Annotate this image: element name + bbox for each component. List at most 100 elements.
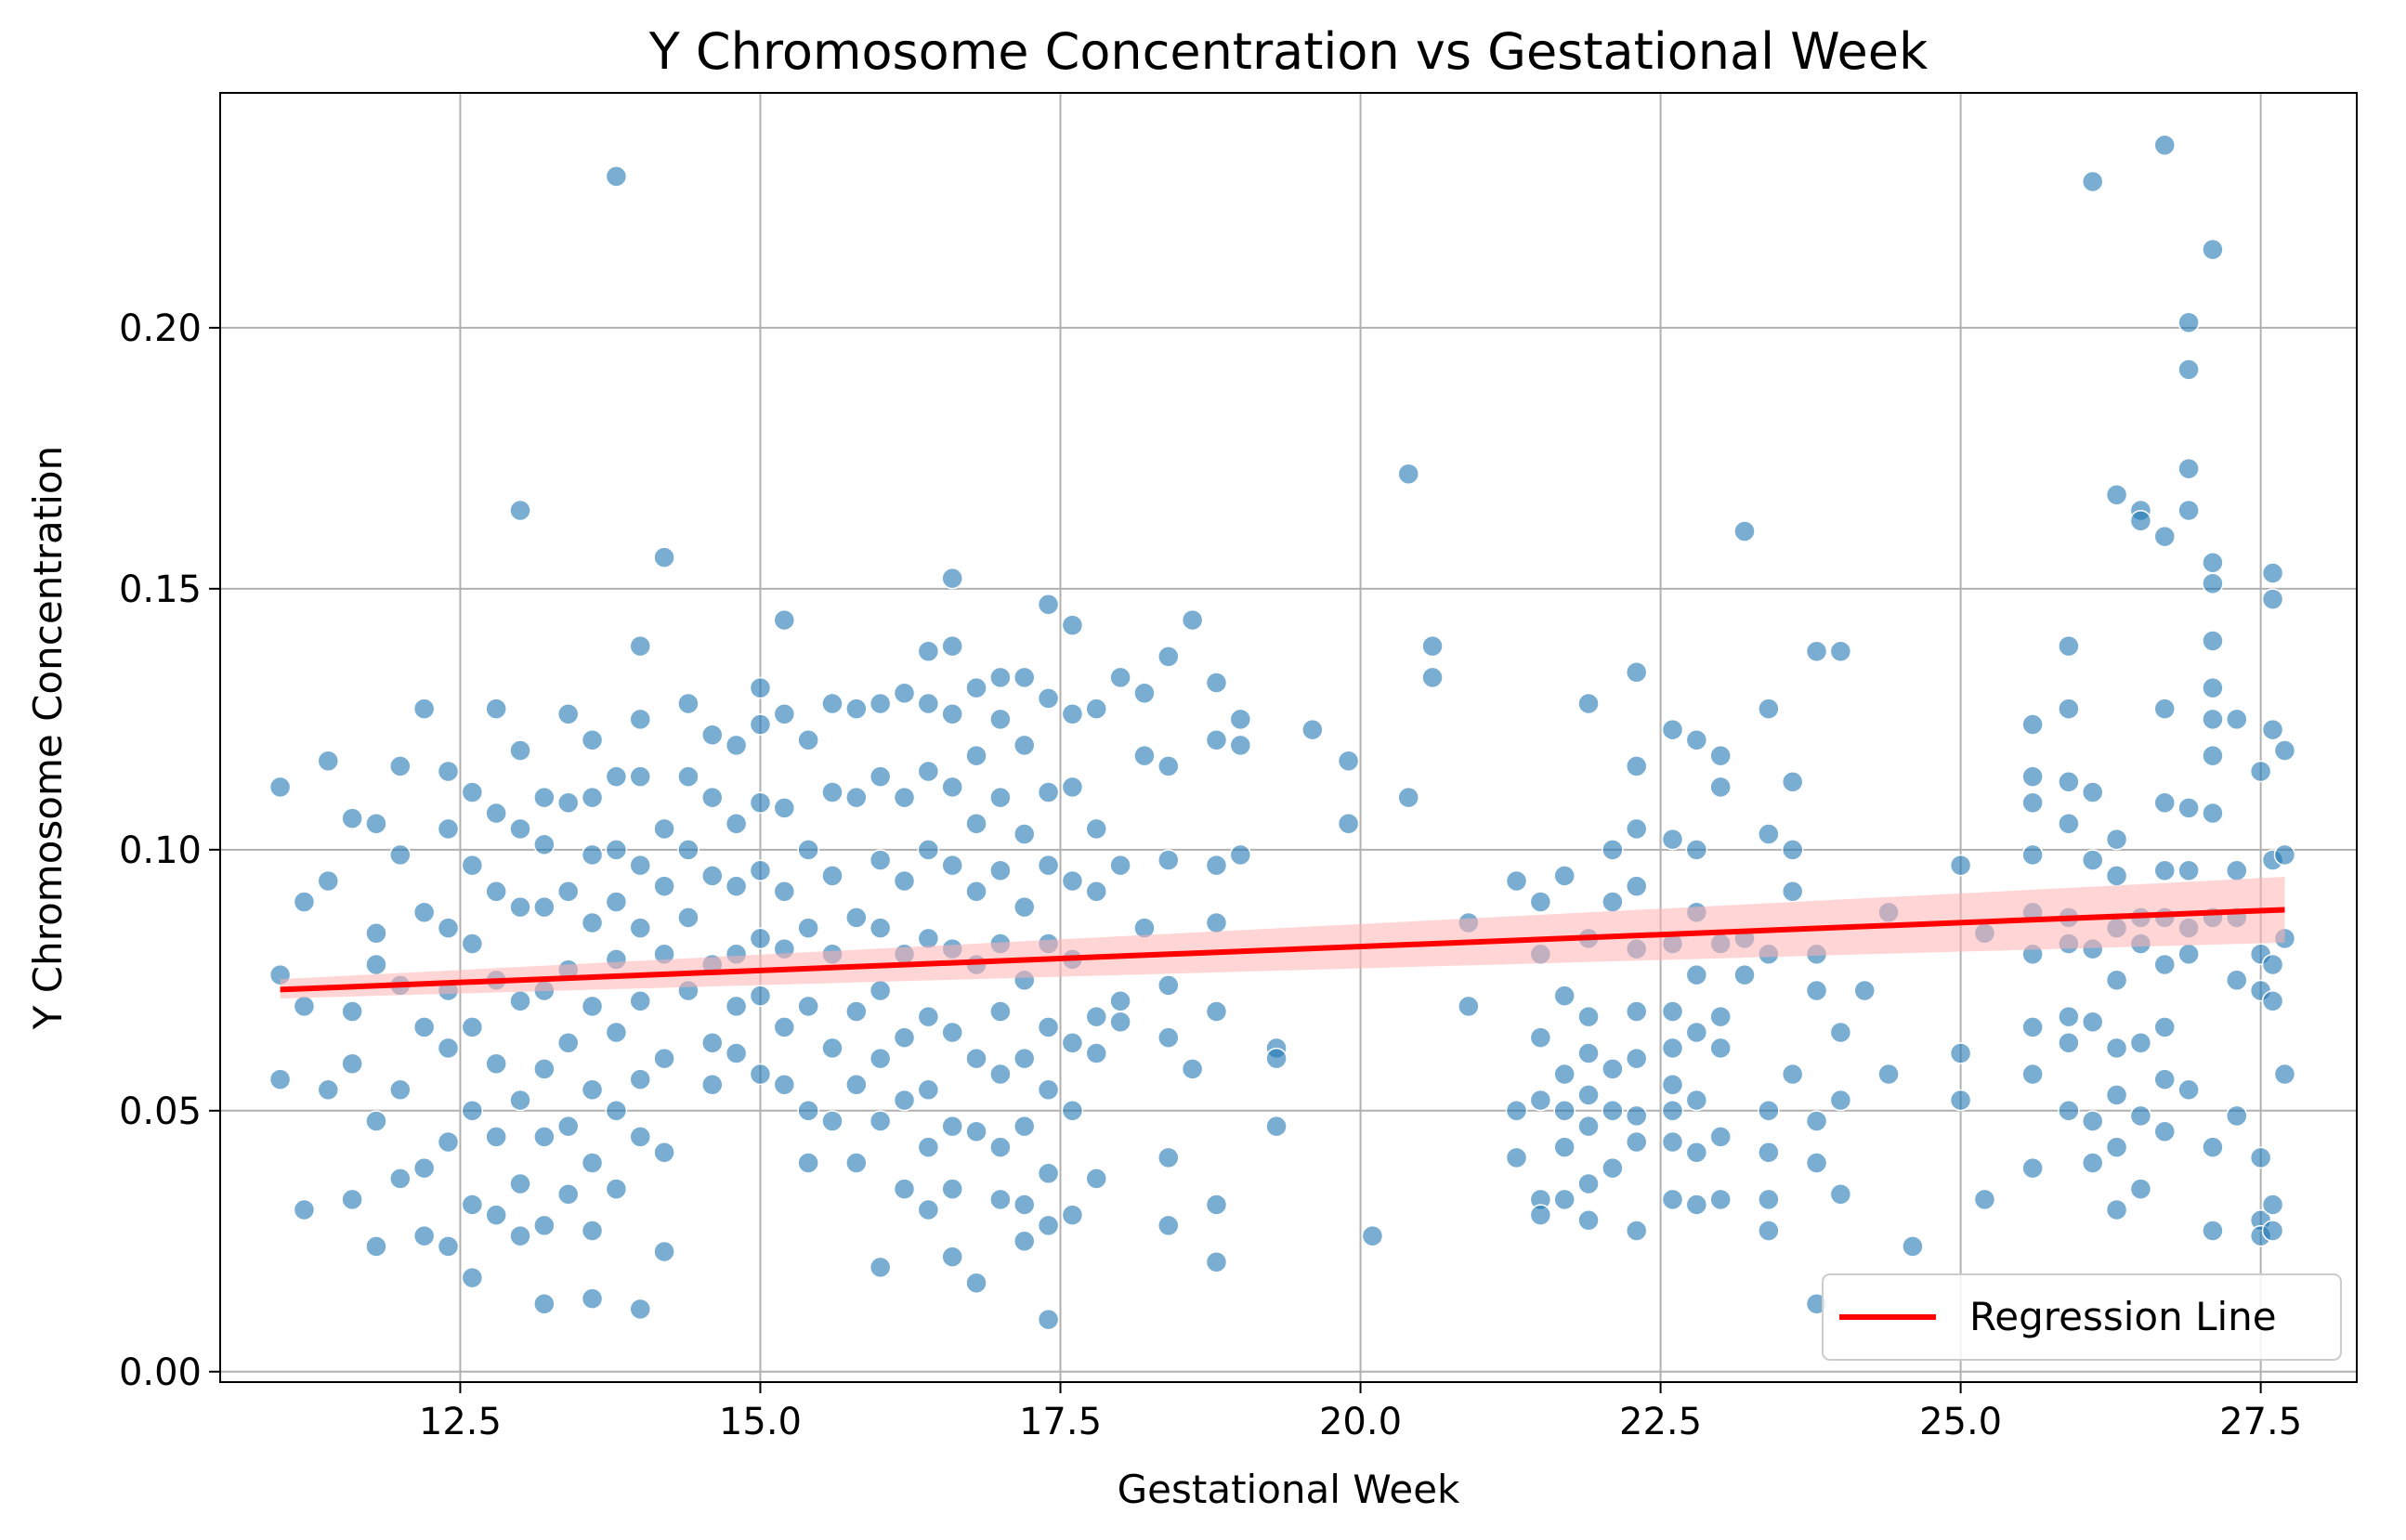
scatter-point bbox=[869, 1110, 892, 1132]
scatter-point bbox=[1709, 1005, 1732, 1028]
scatter-point bbox=[1361, 1224, 1384, 1247]
scatter-point bbox=[773, 702, 796, 725]
scatter-point bbox=[509, 499, 531, 522]
scatter-point bbox=[1685, 1089, 1708, 1112]
scatter-point bbox=[1685, 839, 1708, 861]
scatter-point bbox=[629, 634, 651, 658]
scatter-point bbox=[821, 692, 843, 715]
scatter-point bbox=[1061, 869, 1084, 893]
scatter-point bbox=[1157, 755, 1180, 777]
scatter-point bbox=[893, 1089, 916, 1112]
scatter-point bbox=[437, 1235, 460, 1258]
scatter-point bbox=[869, 1256, 892, 1279]
x-tick-label: 27.5 bbox=[2219, 1401, 2302, 1443]
scatter-point bbox=[2177, 859, 2200, 882]
scatter-point bbox=[917, 1005, 940, 1028]
scatter-point bbox=[965, 1120, 987, 1143]
scatter-point bbox=[412, 1016, 436, 1038]
scatter-point bbox=[605, 765, 628, 788]
scatter-point bbox=[509, 1224, 531, 1247]
scatter-point bbox=[1037, 1214, 1060, 1237]
scatter-point bbox=[556, 791, 580, 814]
scatter-point bbox=[1229, 734, 1252, 757]
scatter-point bbox=[1577, 1084, 1600, 1106]
scatter-point bbox=[1577, 1005, 1600, 1028]
scatter-point bbox=[965, 1047, 987, 1070]
scatter-point bbox=[965, 881, 987, 903]
scatter-point bbox=[701, 1031, 724, 1054]
scatter-point bbox=[701, 865, 724, 887]
scatter-point bbox=[605, 839, 628, 861]
scatter-point bbox=[605, 891, 628, 913]
scatter-point bbox=[2058, 1100, 2080, 1122]
scatter-point bbox=[2021, 1016, 2044, 1038]
scatter-point bbox=[821, 1037, 843, 1060]
scatter-point bbox=[2202, 551, 2224, 574]
scatter-point bbox=[989, 666, 1012, 689]
scatter-point bbox=[773, 1073, 796, 1096]
scatter-point bbox=[1529, 1204, 1552, 1226]
scatter-point bbox=[605, 1021, 628, 1044]
scatter-point bbox=[1553, 1100, 1576, 1122]
scatter-point bbox=[341, 1000, 363, 1023]
scatter-point bbox=[749, 985, 772, 1007]
scatter-point bbox=[509, 739, 531, 762]
scatter-point bbox=[917, 1136, 940, 1158]
y-tick-label: 0.10 bbox=[119, 829, 202, 872]
scatter-point bbox=[293, 1198, 316, 1221]
regression bbox=[280, 877, 2285, 998]
scatter-point bbox=[1037, 593, 1060, 616]
grid bbox=[220, 93, 2357, 1382]
scatter-point bbox=[749, 676, 772, 699]
scatter-point bbox=[869, 917, 892, 939]
scatter-point bbox=[749, 713, 772, 736]
x-tick-label: 15.0 bbox=[719, 1401, 802, 1443]
scatter-point bbox=[965, 744, 987, 767]
scatter-point bbox=[1529, 1026, 1552, 1049]
scatter-point bbox=[965, 676, 987, 699]
scatter-point bbox=[365, 812, 387, 835]
scatter-point bbox=[725, 1042, 748, 1064]
scatter-point bbox=[1205, 1251, 1228, 1273]
scatter-point bbox=[701, 1073, 724, 1096]
scatter-point bbox=[653, 875, 675, 897]
scatter-point bbox=[485, 1126, 507, 1148]
scatter-point bbox=[989, 1136, 1012, 1158]
scatter-point bbox=[629, 1126, 651, 1148]
scatter-point bbox=[629, 854, 651, 877]
scatter-point bbox=[1877, 1063, 1900, 1086]
scatter-point bbox=[1577, 1042, 1600, 1064]
scatter-point bbox=[2226, 708, 2248, 731]
scatter-point bbox=[2081, 781, 2104, 803]
scatter-point bbox=[1205, 1194, 1228, 1216]
y-tick-label: 0.15 bbox=[119, 568, 202, 611]
scatter-point bbox=[725, 812, 748, 835]
scatter-point bbox=[989, 1063, 1012, 1086]
scatter-point bbox=[1037, 1162, 1060, 1184]
scatter-point bbox=[1085, 817, 1108, 841]
scatter-point bbox=[1013, 666, 1036, 689]
scatter-point bbox=[556, 1182, 580, 1206]
scatter-point bbox=[268, 1068, 292, 1090]
scatter-point bbox=[1013, 823, 1036, 845]
scatter-point bbox=[1109, 666, 1131, 689]
scatter-point bbox=[1661, 1130, 1684, 1154]
scatter-point bbox=[797, 917, 819, 939]
scatter-point bbox=[845, 1152, 868, 1174]
scatter-point bbox=[2105, 483, 2128, 506]
scatter-point bbox=[389, 843, 412, 867]
legend-box bbox=[1822, 1273, 2342, 1361]
scatter-point bbox=[1061, 1031, 1084, 1054]
scatter-point bbox=[461, 854, 484, 877]
scatter-point bbox=[1037, 1308, 1060, 1331]
scatter-point bbox=[2273, 843, 2296, 867]
scatter-point bbox=[941, 1246, 963, 1268]
scatter-point bbox=[485, 1052, 507, 1075]
x-tick-label: 20.0 bbox=[1319, 1401, 1402, 1443]
scatter-point bbox=[845, 1000, 868, 1023]
scatter-point bbox=[1337, 750, 1360, 773]
scatter-point bbox=[2081, 849, 2104, 871]
scatter-point bbox=[581, 786, 604, 809]
scatter-point bbox=[1602, 891, 1624, 913]
